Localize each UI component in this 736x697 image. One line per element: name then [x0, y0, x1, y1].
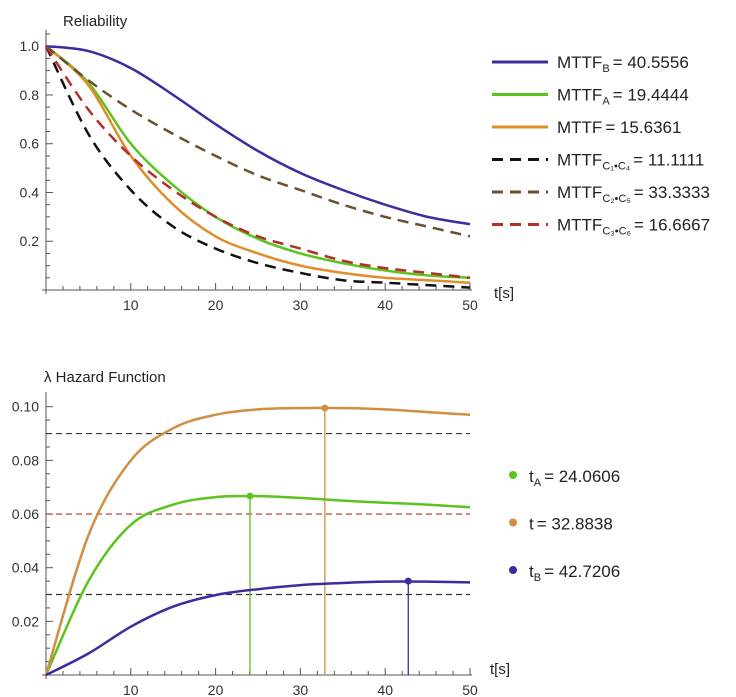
y-tick-label: 1.0: [20, 38, 40, 54]
legend-label: MTTFC₃•C₆ = 16.6667: [557, 216, 710, 238]
x-tick-label: 30: [293, 682, 309, 697]
legend-label: tB = 42.7206: [529, 562, 620, 584]
y-tick-label: 0.04: [12, 560, 39, 576]
legend-label: tA = 24.0606: [529, 467, 620, 489]
x-tick-label: 50: [462, 297, 478, 313]
legend-label: MTTFC₁•C₄ = 11.1111: [557, 151, 704, 173]
hazard-xlabel: t[s]: [490, 661, 510, 678]
x-tick-label: 10: [123, 297, 139, 313]
y-tick-label: 0.06: [12, 506, 39, 522]
legend-dot: [509, 471, 517, 479]
x-tick-label: 40: [377, 297, 393, 313]
legend-label: MTTFA = 19.4444: [557, 86, 689, 108]
y-tick-label: 0.10: [12, 399, 39, 415]
series-line-0: [45, 44, 471, 226]
x-tick-label: 10: [123, 682, 139, 697]
x-tick-label: 20: [208, 682, 224, 697]
x-tick-label: 40: [377, 682, 393, 697]
y-tick-label: 0.8: [20, 87, 40, 103]
y-tick-label: 0.08: [12, 452, 39, 468]
series-line-2: [45, 45, 471, 284]
peak-point: [404, 577, 412, 585]
y-tick-label: 0.02: [12, 613, 39, 629]
peak-point: [321, 404, 329, 412]
series-line-5: [44, 45, 471, 280]
legend-dot: [509, 566, 517, 574]
x-tick-label: 20: [208, 297, 224, 313]
y-tick-label: 0.4: [20, 184, 40, 200]
y-tick-label: 0.6: [20, 136, 40, 152]
hazard-title: λ Hazard Function: [44, 369, 166, 386]
legend-label: MTTFC₂•C₅ = 33.3333: [557, 183, 710, 205]
peak-point: [246, 492, 254, 500]
series-line-1: [45, 45, 471, 280]
reliability-title: Reliability: [63, 13, 128, 30]
reliability-xlabel: t[s]: [494, 285, 514, 302]
x-tick-label: 30: [293, 297, 309, 313]
series-line-3: [44, 45, 471, 289]
legend-dot: [509, 518, 517, 527]
series-line-4: [45, 45, 471, 238]
x-tick-label: 50: [462, 682, 478, 697]
legend-label: MTTFB = 40.5556: [557, 53, 689, 75]
series-line-2: [45, 580, 471, 677]
legend-label: t = 32.8838: [529, 515, 613, 534]
reliability-chart: Reliability t[s] 10 20 30 40 50 0.2 0.4 0.6 0.8 1…: [20, 13, 711, 313]
series-line-1: [44, 406, 471, 676]
y-tick-label: 0.2: [20, 233, 40, 249]
hazard-chart: λ Hazard Function t[s] 10 20 30 40 50 0.02 0.0…: [12, 369, 620, 697]
legend-label: MTTF = 15.6361: [557, 118, 681, 137]
series-line-0: [44, 494, 471, 676]
